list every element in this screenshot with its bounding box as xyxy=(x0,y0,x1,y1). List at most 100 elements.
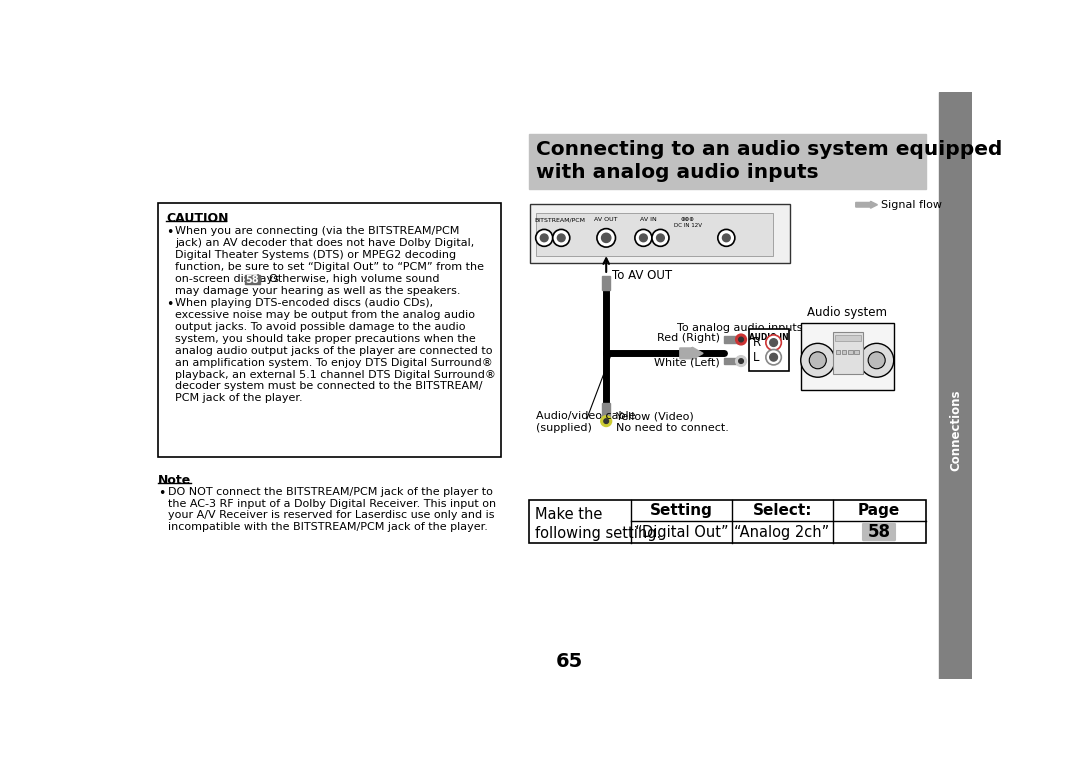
Text: jack) an AV decoder that does not have Dolby Digital,: jack) an AV decoder that does not have D… xyxy=(175,238,474,248)
FancyArrow shape xyxy=(855,201,877,208)
Circle shape xyxy=(635,230,652,246)
Text: AV IN: AV IN xyxy=(640,217,658,222)
Text: 65: 65 xyxy=(555,652,582,671)
Bar xyxy=(848,349,852,354)
Circle shape xyxy=(597,229,616,247)
Text: •: • xyxy=(166,227,174,240)
Bar xyxy=(940,92,972,679)
Text: To AV OUT: To AV OUT xyxy=(612,269,673,282)
Bar xyxy=(244,275,260,284)
Circle shape xyxy=(766,349,781,365)
Circle shape xyxy=(553,230,570,246)
Bar xyxy=(603,276,610,290)
Text: Signal flow: Signal flow xyxy=(881,200,943,210)
Text: “Digital Out”: “Digital Out” xyxy=(635,524,728,539)
Text: your A/V Receiver is reserved for Laserdisc use only and is: your A/V Receiver is reserved for Laserd… xyxy=(167,510,494,520)
Circle shape xyxy=(868,352,886,369)
Circle shape xyxy=(540,234,548,242)
Text: •: • xyxy=(166,298,174,311)
Text: an amplification system. To enjoy DTS Digital Surround®: an amplification system. To enjoy DTS Di… xyxy=(175,358,494,368)
Text: Select:: Select: xyxy=(753,503,812,518)
Text: Page: Page xyxy=(858,503,900,518)
Circle shape xyxy=(860,343,894,377)
Text: may damage your hearing as well as the speakers.: may damage your hearing as well as the s… xyxy=(175,286,461,296)
Text: on-screen displays: on-screen displays xyxy=(175,274,283,284)
Text: DC IN 12V: DC IN 12V xyxy=(674,224,702,228)
Text: analog audio output jacks of the player are connected to: analog audio output jacks of the player … xyxy=(175,346,492,356)
Text: excessive noise may be output from the analog audio: excessive noise may be output from the a… xyxy=(175,310,475,320)
Bar xyxy=(854,349,859,354)
Text: To analog audio inputs: To analog audio inputs xyxy=(677,323,802,333)
Text: White (Left): White (Left) xyxy=(654,358,720,368)
Circle shape xyxy=(739,359,743,363)
Text: with analog audio inputs: with analog audio inputs xyxy=(537,163,819,182)
Text: Note: Note xyxy=(159,475,191,488)
Text: AUDIO IN: AUDIO IN xyxy=(750,333,788,343)
Text: the AC-3 RF input of a Dolby Digital Receiver. This input on: the AC-3 RF input of a Dolby Digital Rec… xyxy=(167,498,496,508)
Text: output jacks. To avoid possible damage to the audio: output jacks. To avoid possible damage t… xyxy=(175,322,465,332)
Text: No need to connect.: No need to connect. xyxy=(616,423,728,433)
Bar xyxy=(748,329,789,371)
Text: Yellow (Video): Yellow (Video) xyxy=(616,411,693,421)
Text: L: L xyxy=(753,351,759,364)
Circle shape xyxy=(770,339,778,346)
Circle shape xyxy=(657,234,664,242)
Circle shape xyxy=(600,416,611,427)
Bar xyxy=(537,213,773,256)
Bar xyxy=(841,349,847,354)
Text: Connections: Connections xyxy=(949,390,962,471)
Text: Audio/video cable
(supplied): Audio/video cable (supplied) xyxy=(537,411,636,433)
Text: CAUTION: CAUTION xyxy=(166,212,229,225)
Bar xyxy=(724,358,740,364)
Text: When playing DTS-encoded discs (audio CDs),: When playing DTS-encoded discs (audio CD… xyxy=(175,298,433,308)
Bar xyxy=(724,336,740,343)
Text: BITSTREAM/PCM: BITSTREAM/PCM xyxy=(535,217,585,222)
Bar xyxy=(159,203,501,457)
Circle shape xyxy=(557,234,565,242)
Circle shape xyxy=(723,234,730,242)
FancyArrow shape xyxy=(679,347,703,359)
FancyBboxPatch shape xyxy=(862,523,896,541)
Circle shape xyxy=(604,419,608,423)
Circle shape xyxy=(735,356,746,366)
Text: PCM jack of the player.: PCM jack of the player. xyxy=(175,394,302,404)
Text: . Otherwise, high volume sound: . Otherwise, high volume sound xyxy=(261,274,440,284)
Circle shape xyxy=(735,334,746,345)
Text: function, be sure to set “Digital Out” to “PCM” from the: function, be sure to set “Digital Out” t… xyxy=(175,262,484,272)
Bar xyxy=(834,332,863,374)
Text: 58: 58 xyxy=(245,275,259,285)
Circle shape xyxy=(800,343,835,377)
Text: R: R xyxy=(753,336,760,349)
Circle shape xyxy=(639,234,647,242)
Text: Make the: Make the xyxy=(535,507,603,523)
Text: When you are connecting (via the BITSTREAM/PCM: When you are connecting (via the BITSTRE… xyxy=(175,227,460,237)
Circle shape xyxy=(766,335,781,350)
Text: Digital Theater Systems (DTS) or MPEG2 decoding: Digital Theater Systems (DTS) or MPEG2 d… xyxy=(175,250,457,260)
Bar xyxy=(836,349,840,354)
Circle shape xyxy=(809,352,826,369)
Circle shape xyxy=(718,230,734,246)
Bar xyxy=(835,335,861,341)
Text: ⊕⊕⊕: ⊕⊕⊕ xyxy=(680,217,694,222)
Text: Connecting to an audio system equipped: Connecting to an audio system equipped xyxy=(537,140,1003,159)
Text: •: • xyxy=(159,487,165,500)
Text: Red (Right): Red (Right) xyxy=(657,333,720,343)
Circle shape xyxy=(739,337,743,342)
Bar xyxy=(530,204,789,263)
Circle shape xyxy=(602,233,611,243)
Text: decoder system must be connected to the BITSTREAM/: decoder system must be connected to the … xyxy=(175,382,483,391)
Text: “Analog 2ch”: “Analog 2ch” xyxy=(734,524,829,539)
Text: AV OUT: AV OUT xyxy=(594,217,618,222)
Text: DO NOT connect the BITSTREAM/PCM jack of the player to: DO NOT connect the BITSTREAM/PCM jack of… xyxy=(167,487,492,497)
Text: 58: 58 xyxy=(867,523,891,541)
Text: playback, an external 5.1 channel DTS Digital Surround®: playback, an external 5.1 channel DTS Di… xyxy=(175,369,496,379)
Circle shape xyxy=(536,230,553,246)
Text: following setting.: following setting. xyxy=(535,526,661,541)
Text: system, you should take proper precautions when the: system, you should take proper precautio… xyxy=(175,333,476,343)
Bar xyxy=(800,323,894,391)
Text: Audio system: Audio system xyxy=(807,306,888,319)
Circle shape xyxy=(652,230,669,246)
Circle shape xyxy=(770,353,778,361)
Text: incompatible with the BITSTREAM/PCM jack of the player.: incompatible with the BITSTREAM/PCM jack… xyxy=(167,523,487,533)
Text: Setting: Setting xyxy=(650,503,713,518)
